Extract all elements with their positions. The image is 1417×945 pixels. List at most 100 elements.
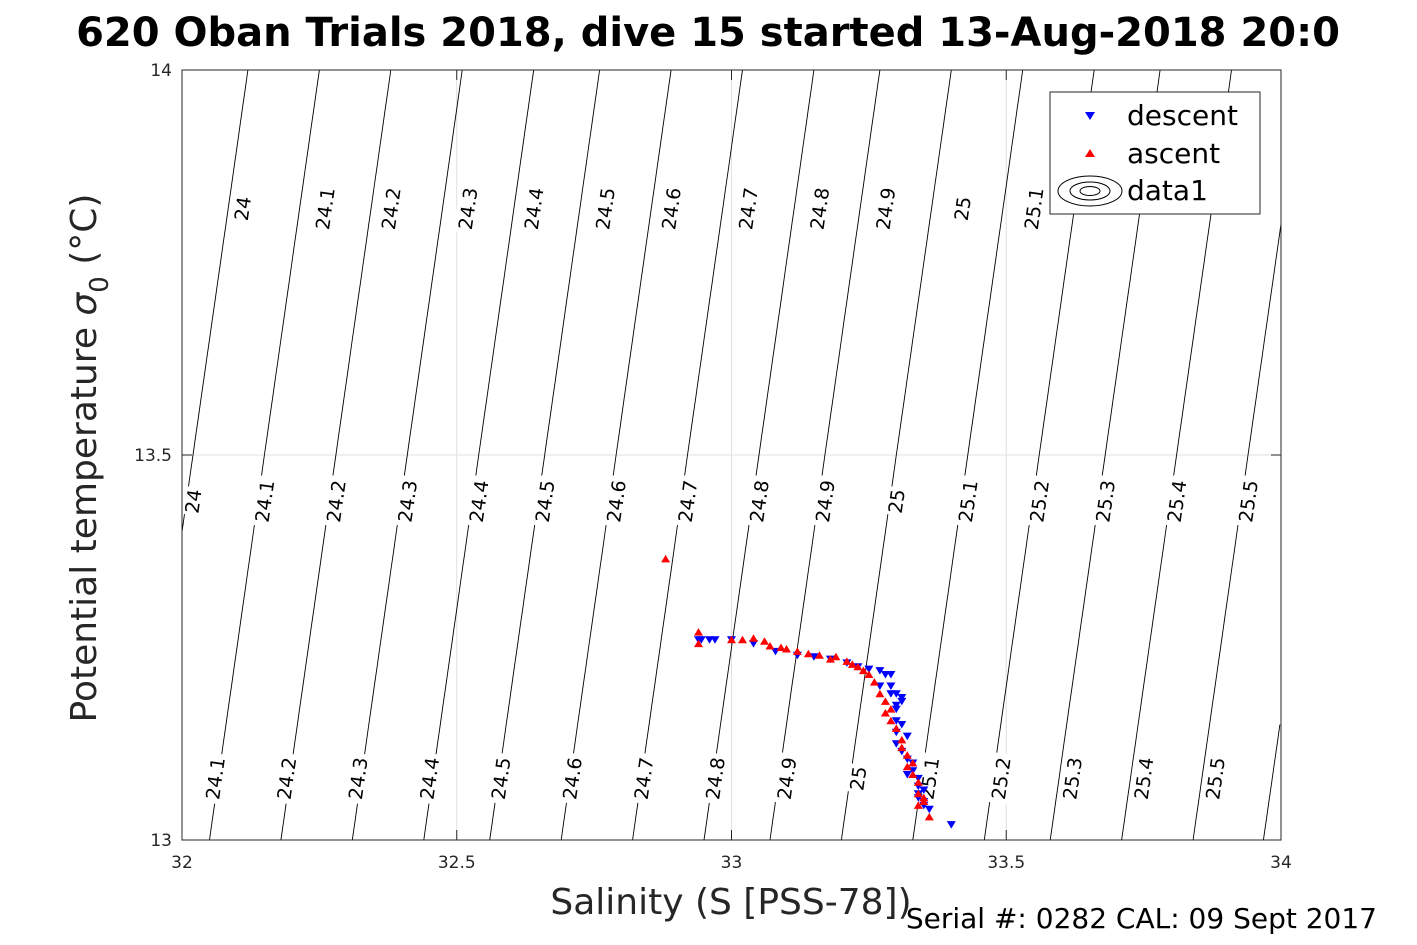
ascent-point	[880, 709, 890, 717]
ascent-point	[897, 735, 907, 744]
ascent-point	[853, 662, 863, 671]
ascent-point	[694, 639, 703, 648]
ascent-point	[869, 678, 879, 686]
bottom-contour-label-group: 24.9	[772, 752, 801, 805]
y-axis-label: Potential temperature σ0 (°C)	[64, 194, 115, 723]
bottom-contour-label-group: 25.1	[914, 752, 944, 805]
middle-contour-label-bg	[810, 474, 840, 528]
top-contour-label-bg	[590, 182, 620, 235]
middle-contour-label-group: 24.8	[744, 474, 774, 528]
legend-data1-contour-icon	[1057, 175, 1123, 207]
bottom-contour-label-group: 25.4	[1129, 752, 1159, 805]
ascent-point	[858, 666, 868, 675]
middle-contour-label-group: 24.7	[673, 474, 702, 528]
data-points	[661, 554, 956, 829]
ascent-point	[842, 657, 852, 665]
top-contour-label-group: 24	[229, 193, 256, 225]
top-contour-label-group: 24.4	[519, 182, 549, 235]
top-contour-label-bg	[376, 182, 406, 235]
top-contour-label-bg	[310, 182, 340, 235]
y-tick-label: 13	[150, 831, 172, 851]
ascent-point	[864, 670, 874, 678]
y-axis-label-unit: (°C)	[64, 194, 105, 277]
grid	[182, 70, 1281, 840]
bottom-contour-label-bg	[986, 752, 1016, 805]
ascent-point	[913, 778, 923, 786]
ascent-point	[760, 637, 769, 645]
middle-contour-label-bg	[464, 474, 494, 528]
ascent-point	[919, 797, 929, 805]
top-contour-label-bg	[949, 193, 976, 225]
ascent-point	[782, 645, 791, 653]
top-contour-label-bg	[656, 182, 686, 235]
top-contour-label-bg	[453, 182, 483, 235]
bottom-contour-label-bg	[914, 752, 944, 805]
ascent-point	[831, 652, 841, 661]
ascent-point	[814, 651, 824, 659]
serial-cal-footer: Serial #: 0282 CAL: 09 Sept 2017	[906, 902, 1377, 935]
x-tick-label: 32	[171, 853, 193, 873]
bottom-contour-label-bg	[414, 752, 444, 805]
ascent-point	[913, 789, 923, 798]
bottom-contour-label-group: 24.1	[200, 752, 230, 805]
bottom-contour-label-bg	[200, 752, 230, 805]
bottom-contour-label-bg	[1129, 752, 1159, 805]
ascent-point	[902, 762, 912, 771]
ascent-point	[902, 751, 912, 759]
y-axis-label-text: Potential temperature	[64, 316, 105, 723]
legend-ascent-label: ascent	[1127, 137, 1220, 170]
density-contour-line	[769, 69, 881, 841]
descent-point	[696, 636, 706, 644]
ascent-point	[738, 635, 747, 644]
top-contour-label-bg	[519, 182, 549, 235]
x-tick-label: 33	[721, 853, 743, 873]
descent-point	[897, 694, 907, 702]
bottom-contour-label-bg	[1057, 752, 1087, 805]
middle-contour-label-bg	[249, 474, 279, 528]
ascent-point	[919, 793, 929, 802]
y-axis-label-symbol: σ	[64, 292, 105, 316]
y-tick-label: 13.5	[134, 446, 172, 466]
x-tick-label: 32.5	[438, 853, 476, 873]
middle-contour-label-bg	[953, 474, 983, 528]
descent-point	[924, 805, 934, 814]
ascent-point	[908, 759, 918, 767]
ascent-point	[908, 770, 918, 778]
middle-contour-label-bg	[180, 485, 206, 517]
middle-contour-label-bg	[883, 485, 910, 517]
top-contour-label-bg	[870, 182, 900, 235]
middle-contour-label-group: 25.3	[1090, 474, 1120, 528]
ascent-point	[913, 801, 923, 809]
descent-point	[864, 665, 874, 674]
y-axis-label-subscript: 0	[85, 276, 115, 293]
bottom-contour-label-bg	[271, 752, 301, 805]
middle-contour-label: 24	[181, 488, 206, 515]
x-axis-label: Salinity (S [PSS-78])	[550, 882, 911, 923]
middle-contour-label-bg	[1090, 474, 1120, 528]
density-contour-line	[209, 69, 320, 841]
descent-point	[946, 821, 956, 829]
ascent-point	[792, 647, 802, 655]
middle-contour-label: 25	[885, 488, 910, 515]
descent-point	[891, 701, 901, 710]
top-contour-label-bg	[229, 193, 256, 225]
bottom-contour-label-bg	[343, 752, 373, 805]
middle-contour-label-bg	[1024, 474, 1054, 528]
bottom-contour-label-bg	[486, 752, 516, 805]
density-contour-line	[912, 69, 1024, 841]
density-contour-line	[351, 69, 463, 841]
descent-point	[886, 682, 896, 690]
middle-contour-label-group: 24.2	[321, 474, 351, 528]
bottom-contour-label-group: 24.5	[486, 752, 516, 805]
top-contour-label-bg	[804, 182, 834, 235]
y-tick-label: 14	[150, 61, 172, 81]
bottom-contour-label-bg	[845, 762, 871, 794]
top-contour-label-bg	[1019, 182, 1049, 235]
bottom-contour-label-bg	[1200, 752, 1230, 805]
middle-contour-label-group: 25.1	[953, 474, 983, 528]
ascent-point	[749, 634, 758, 642]
density-contour-line	[181, 69, 249, 533]
ascent-point	[765, 642, 775, 650]
descent-point	[749, 640, 758, 648]
middle-contour-label-group: 25	[883, 485, 910, 517]
